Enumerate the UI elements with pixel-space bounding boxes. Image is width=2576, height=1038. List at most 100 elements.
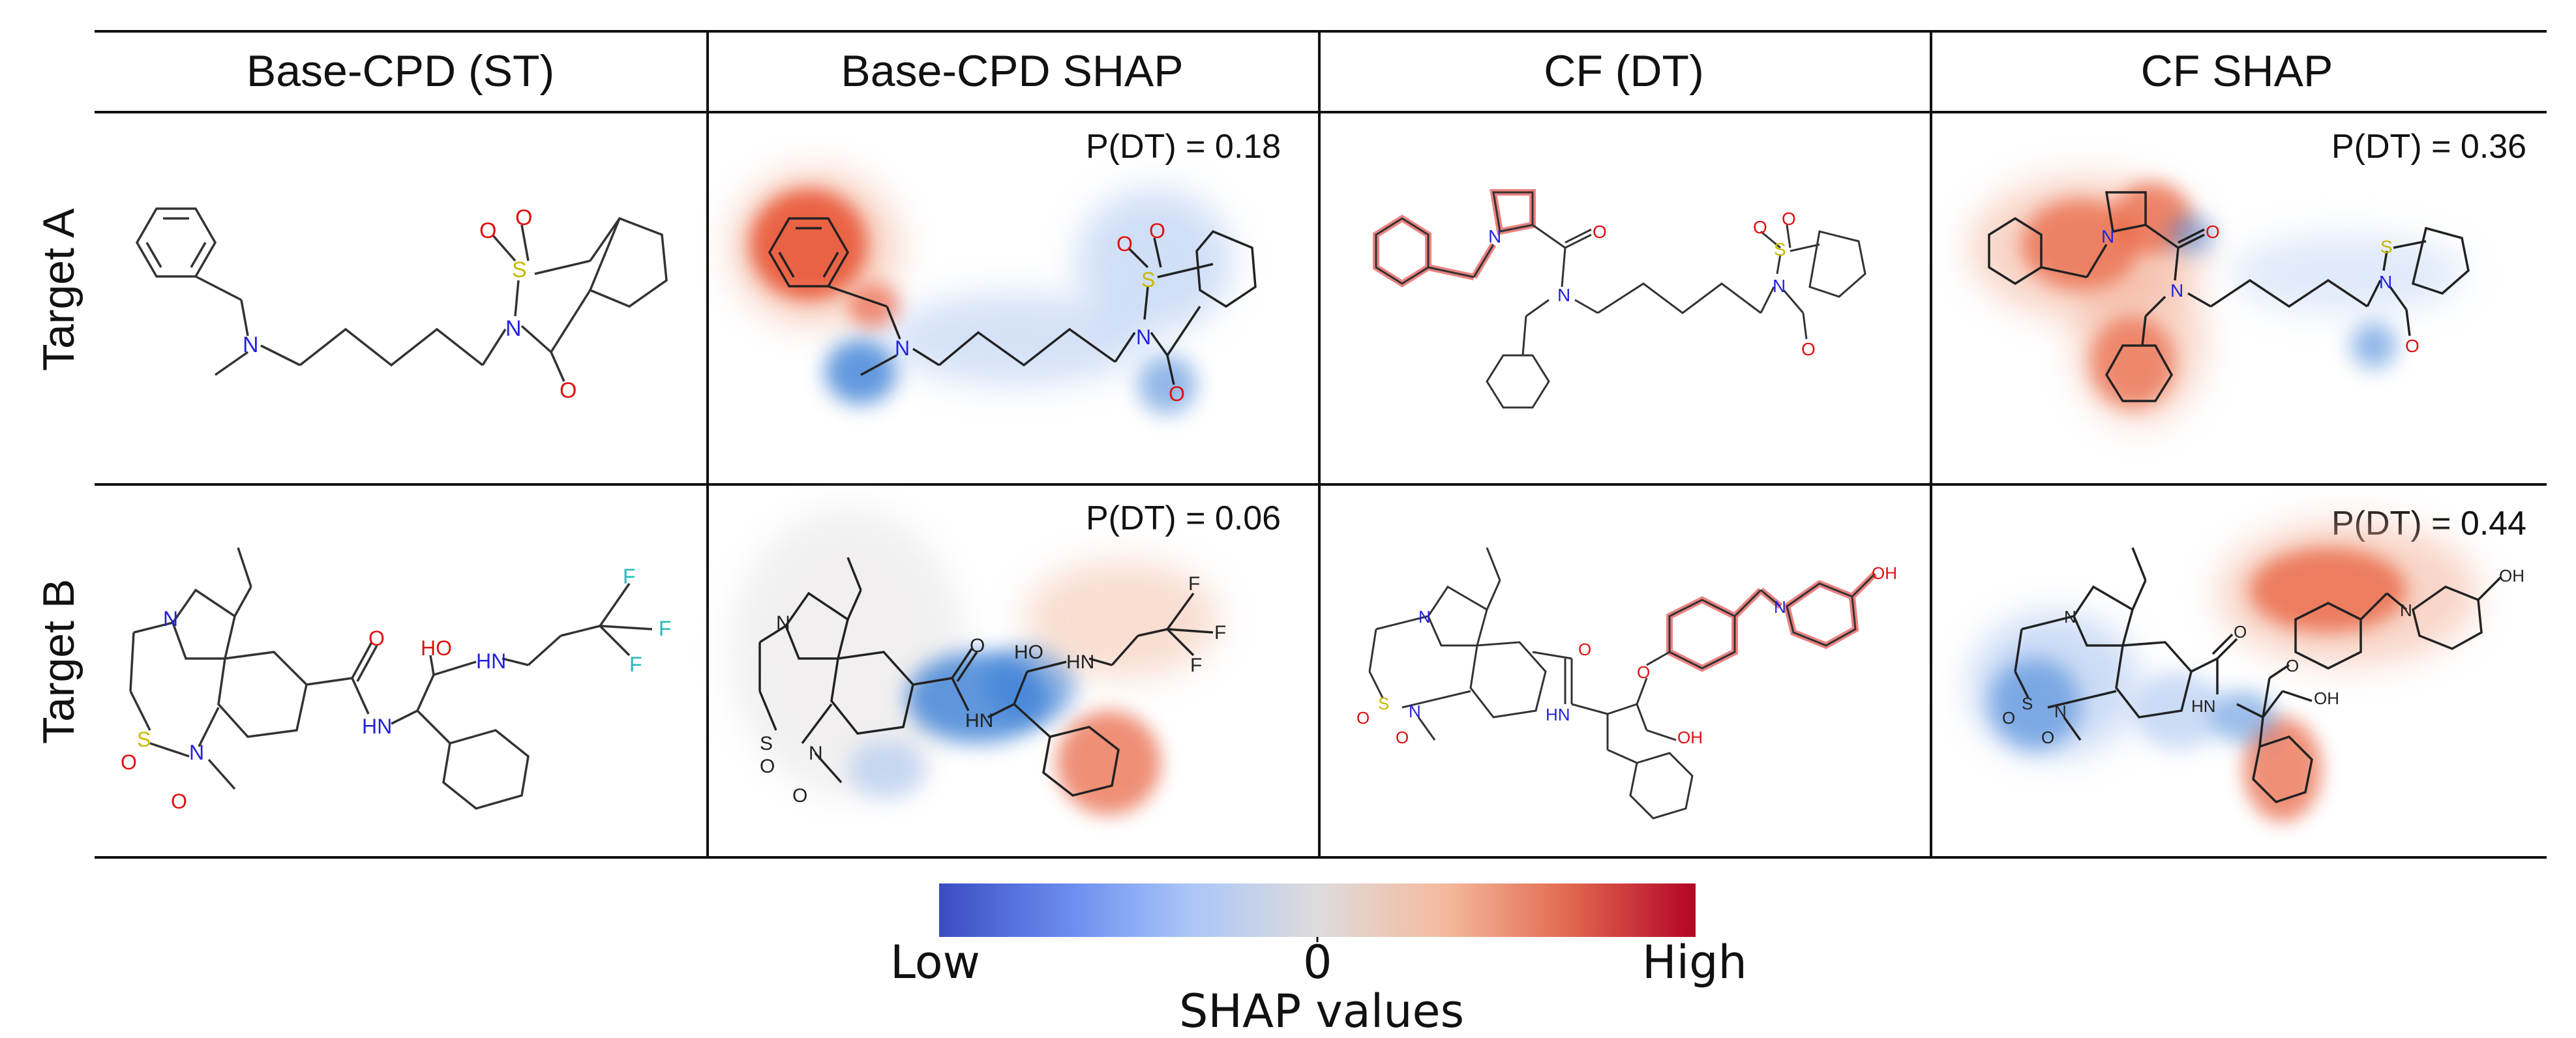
- molecule-a-shap-labels: N N S O O O: [895, 219, 1185, 406]
- cf3-bonds: [599, 583, 653, 657]
- molecule-a-cf: [1373, 189, 1866, 409]
- atom-n: N: [2400, 601, 2412, 620]
- colorbar-high-label: High: [1642, 936, 1747, 989]
- atom-n: N: [1409, 702, 1421, 721]
- atom-n: N: [1418, 607, 1431, 627]
- atom-oh: OH: [2499, 566, 2524, 586]
- molecule-a-cf-shap-labels: N N O N S O: [2101, 222, 2419, 356]
- atom-n: N: [895, 336, 910, 360]
- atom-hn: HN: [965, 710, 993, 732]
- prob-target-a-cf: P(DT) = 0.36: [2331, 128, 2527, 166]
- atom-o: O: [1169, 382, 1185, 406]
- atom-n: N: [2064, 607, 2076, 627]
- shap-a-base-highlights: [730, 170, 1233, 414]
- molecule-a-shap: [768, 217, 1257, 385]
- atom-n: N: [2054, 702, 2067, 721]
- atom-o: O: [1801, 339, 1816, 359]
- molecule-b-shap: [758, 557, 1214, 797]
- bottom-border: [95, 856, 2547, 859]
- col-divider-3: [1930, 30, 1932, 859]
- atom-o: O: [1578, 640, 1591, 659]
- atom-s: S: [760, 733, 773, 754]
- atom-s: S: [1141, 268, 1155, 291]
- molecule-b-cf-shap: [2014, 547, 2502, 804]
- atom-o: O: [970, 635, 985, 657]
- molecule-b-base-labels: N S O O N O HN HO HN F F F: [121, 565, 672, 813]
- atom-n: N: [163, 607, 178, 630]
- molecule-b-cf-labels: N S O O N O HN O OH N OH: [1356, 563, 1897, 747]
- atom-o: O: [368, 627, 385, 650]
- atom-ho: HO: [1014, 642, 1043, 663]
- atom-n: N: [2101, 226, 2114, 246]
- atom-o: O: [1149, 219, 1165, 243]
- header-base-cpd-st: Base-CPD (ST): [246, 46, 555, 96]
- prob-target-b-base: P(DT) = 0.06: [1086, 499, 1281, 537]
- molecule-b-shap-labels: N S O O N O HN HO HN F F F: [760, 573, 1226, 807]
- atom-f: F: [659, 617, 672, 640]
- atom-hn: HN: [476, 649, 506, 673]
- atom-s: S: [2380, 237, 2393, 257]
- molecule-b-cf-shap-labels: N S O O N O HN O OH N OH: [2002, 566, 2524, 747]
- atom-hn: HN: [362, 715, 392, 738]
- atom-oh: OH: [2314, 689, 2339, 708]
- atom-n: N: [243, 333, 259, 357]
- atom-hn: HN: [1066, 651, 1094, 673]
- atom-o: O: [2234, 622, 2247, 642]
- atom-o: O: [2041, 728, 2054, 747]
- header-divider: [95, 111, 2547, 113]
- atom-o: O: [560, 378, 577, 403]
- atom-o: O: [1593, 222, 1607, 242]
- atom-n: N: [505, 316, 522, 341]
- colorbar-gradient: [939, 883, 1696, 937]
- atom-o: O: [2286, 656, 2299, 675]
- atom-o: O: [515, 205, 532, 230]
- atom-o: O: [760, 756, 775, 777]
- atom-s: S: [512, 258, 527, 282]
- top-border: [95, 30, 2547, 33]
- atom-oh: OH: [1872, 563, 1897, 583]
- atom-s: S: [137, 728, 151, 751]
- atom-ho: HO: [421, 636, 452, 660]
- atom-hn: HN: [1546, 705, 1570, 724]
- atom-n: N: [1488, 226, 1501, 246]
- atom-f: F: [1214, 622, 1226, 644]
- atom-n: N: [1557, 285, 1570, 305]
- atom-n: N: [189, 741, 204, 764]
- atom-o: O: [1396, 728, 1409, 747]
- colorbar-zero-label: 0: [1303, 936, 1332, 989]
- atom-o: O: [1116, 232, 1133, 256]
- molecule-b-base: [129, 547, 601, 810]
- col-divider-1: [706, 30, 709, 859]
- atom-hn: HN: [2191, 696, 2216, 716]
- atom-o: O: [2405, 336, 2419, 356]
- molecule-a-cf-shap: [1988, 191, 2470, 402]
- atom-o: O: [1356, 708, 1370, 728]
- atom-o: O: [121, 750, 137, 774]
- shap-b-base-highlights: [730, 509, 1220, 815]
- atom-o: O: [2206, 222, 2220, 242]
- atom-o: O: [1753, 217, 1767, 237]
- molecule-a-base-labels: N N S O O O: [243, 205, 577, 403]
- shap-a-cf-highlights: [1969, 176, 2465, 424]
- molecule-b-cf: [1368, 547, 1878, 820]
- molecule-a-cf-labels: N N O N S O O O: [1488, 209, 1816, 359]
- row-divider: [95, 483, 2547, 486]
- molecule-a-base: [135, 207, 668, 382]
- col-divider-2: [1318, 30, 1321, 859]
- atom-s: S: [1378, 694, 1389, 713]
- atom-o: O: [479, 218, 496, 243]
- atom-s: S: [2022, 694, 2033, 713]
- atom-n: N: [1773, 276, 1786, 296]
- atom-f: F: [1190, 655, 1202, 676]
- header-cf-shap: CF SHAP: [2140, 46, 2333, 96]
- atom-o: O: [792, 785, 807, 807]
- atom-o: O: [1637, 662, 1650, 682]
- header-cf-dt: CF (DT): [1544, 46, 1704, 96]
- atom-n: N: [2170, 280, 2183, 301]
- atom-n: N: [1136, 325, 1151, 349]
- shap-b-cf-highlights: [1969, 522, 2478, 822]
- atom-f: F: [1188, 573, 1200, 595]
- atom-n: N: [2379, 272, 2392, 292]
- atom-n: N: [1774, 597, 1786, 617]
